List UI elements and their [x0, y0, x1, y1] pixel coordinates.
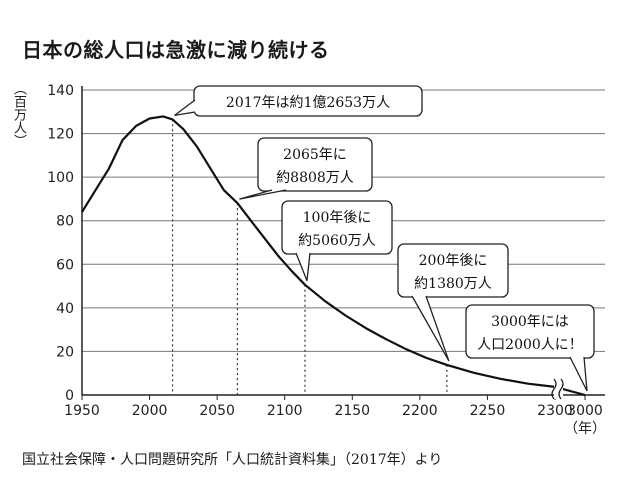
y-tick-label: 60: [56, 257, 74, 273]
source-note: 国立社会保障・人口問題研究所「人口統計資料集」（2017年）より: [22, 452, 443, 468]
axis-break-gap: [554, 379, 563, 399]
callout-text: 約5060万人: [298, 233, 376, 249]
callout-box: [465, 304, 595, 359]
y-tick-labels: 0 20 40 60 80 100 120 140: [47, 83, 74, 404]
callout-text: 100年後に: [303, 210, 372, 226]
y-tick-label: 20: [56, 344, 74, 360]
callout-box: [397, 243, 509, 298]
y-tick-label: 140: [47, 83, 74, 99]
y-tick-label: 40: [56, 301, 74, 317]
callouts: 2017年は約1億2653万人2065年に約8808万人100年後に約5060万…: [174, 85, 595, 392]
callout-text: 200年後に: [419, 253, 488, 269]
axes: [81, 86, 605, 400]
y-tick-label: 120: [47, 127, 74, 143]
y-tick-label: 80: [56, 214, 74, 230]
x-axis-unit-label: （年）: [564, 421, 606, 437]
x-tick-label: 2000: [132, 403, 168, 419]
y-tick-label: 100: [47, 170, 74, 186]
axis-break-marks: [551, 378, 564, 400]
callout-text: 約8808万人: [276, 170, 354, 186]
x-tick-label: 1950: [64, 403, 100, 419]
x-tick-label: 2100: [267, 403, 303, 419]
population-series-line: [81, 115, 556, 388]
annotation-guide-lines: [171, 119, 448, 395]
callout-pointer: [411, 295, 450, 362]
callout-text: 2017年は約1億2653万人: [226, 95, 390, 111]
callout-text: 約1380万人: [414, 276, 492, 292]
x-tick-label: 2200: [402, 403, 438, 419]
x-tick-label: 2250: [470, 403, 506, 419]
callout-box: [257, 137, 373, 192]
axis-break-mark: [551, 378, 557, 400]
x-tick-label: 2050: [199, 403, 235, 419]
chart-title: 日本の総人口は急激に減り続ける: [22, 38, 330, 62]
x-tick-label: 2150: [334, 403, 370, 419]
callout-pointer: [569, 356, 588, 392]
y-axis-label: （百万人）: [11, 82, 26, 147]
callout-pointer: [174, 99, 196, 117]
y-tick-label: 0: [65, 388, 74, 404]
callout-text: 2065年に: [283, 147, 347, 163]
callout-pointer: [295, 252, 311, 282]
axis-break-mark: [558, 378, 564, 400]
callout-text: 人口2000人に！: [477, 337, 583, 353]
x-tick-label: 2300: [537, 403, 573, 419]
x-tick-label: 3000: [567, 403, 603, 419]
callout-text: 3000年には: [491, 314, 569, 330]
callout-box: [281, 200, 393, 255]
callout-1: 2017年は約1億2653万人: [174, 85, 423, 117]
callout-pointer: [239, 189, 287, 200]
